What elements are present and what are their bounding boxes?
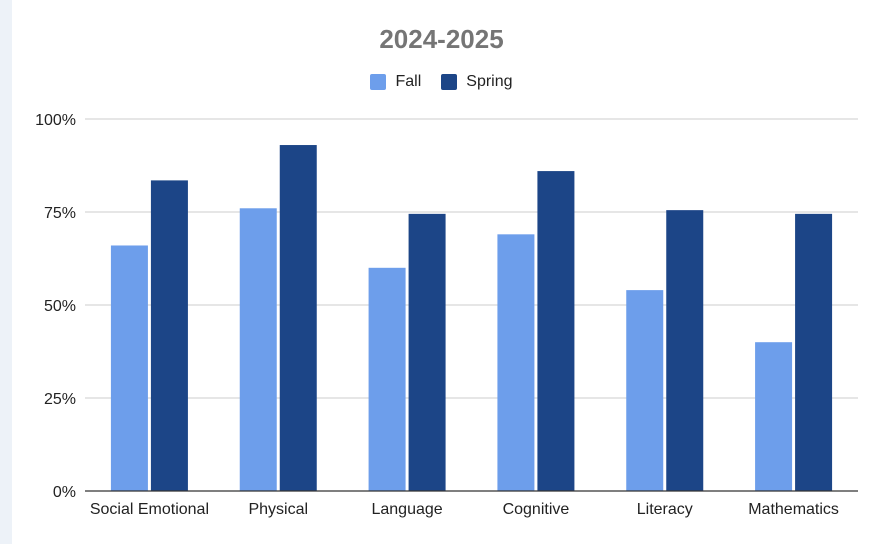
legend-label-fall: Fall [395,73,422,90]
y-tick-label: 0% [53,484,76,501]
x-tick-label: Language [371,501,442,518]
legend-label-spring: Spring [466,73,513,90]
chart-title: 2024-2025 [379,24,504,54]
legend-item-fall: Fall [370,73,421,91]
legend-swatch-fall [370,74,387,90]
bar-fall [755,342,793,491]
bar-fall [626,290,664,491]
legend-item-spring: Spring [441,73,513,91]
x-tick-label: Literacy [637,501,693,518]
x-tick-label: Social Emotional [90,501,209,518]
legend: Fall Spring [0,73,883,91]
bar-spring [537,171,575,491]
y-tick-label: 100% [35,112,76,129]
legend-swatch-spring [441,74,458,90]
bar-spring [150,180,188,491]
bar-fall [497,234,535,491]
bar-spring [666,210,704,491]
bar-spring [408,213,446,492]
x-tick-label: Mathematics [748,501,839,518]
y-tick-label: 75% [44,205,76,222]
bar-spring [279,145,317,492]
bar-fall [368,267,406,491]
left-edge-strip [0,0,12,544]
x-tick-label: Cognitive [503,501,570,518]
bar-fall [110,245,148,491]
y-tick-label: 50% [44,298,76,315]
x-tick-label: Physical [248,501,308,518]
y-tick-label: 25% [44,391,76,408]
bar-spring [795,213,833,492]
bar-fall [239,208,277,491]
